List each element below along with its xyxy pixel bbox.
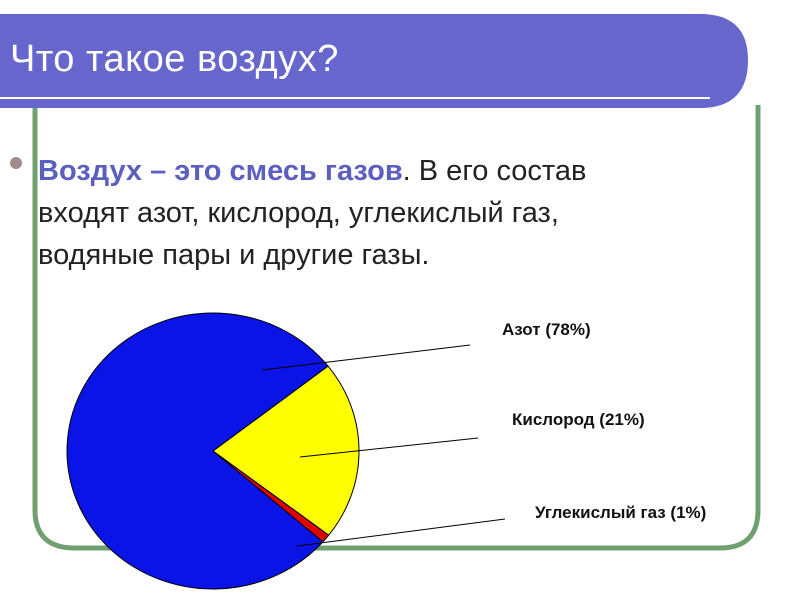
bullet-icon	[10, 157, 22, 169]
page-title: Что такое воздух?	[10, 38, 339, 80]
body-emphasis: Воздух – это смесь газов	[38, 155, 403, 187]
content-frame	[32, 105, 761, 551]
pie-label-nitrogen: Азот (78%)	[502, 320, 591, 339]
pie-label-co2: Углекислый газ (1%)	[535, 503, 707, 522]
leader-line-oxygen	[299, 437, 479, 458]
body-rest: . В его состав входят азот, кислород, уг…	[38, 155, 587, 271]
title-bar	[0, 14, 748, 108]
body-text: Воздух – это смесь газов. В его состав в…	[38, 150, 608, 276]
pie-label-oxygen: Кислород (21%)	[512, 410, 645, 429]
pie-slice-nitrogen	[66, 312, 329, 590]
leader-line-nitrogen	[261, 344, 471, 371]
leader-line-co2	[296, 518, 506, 547]
